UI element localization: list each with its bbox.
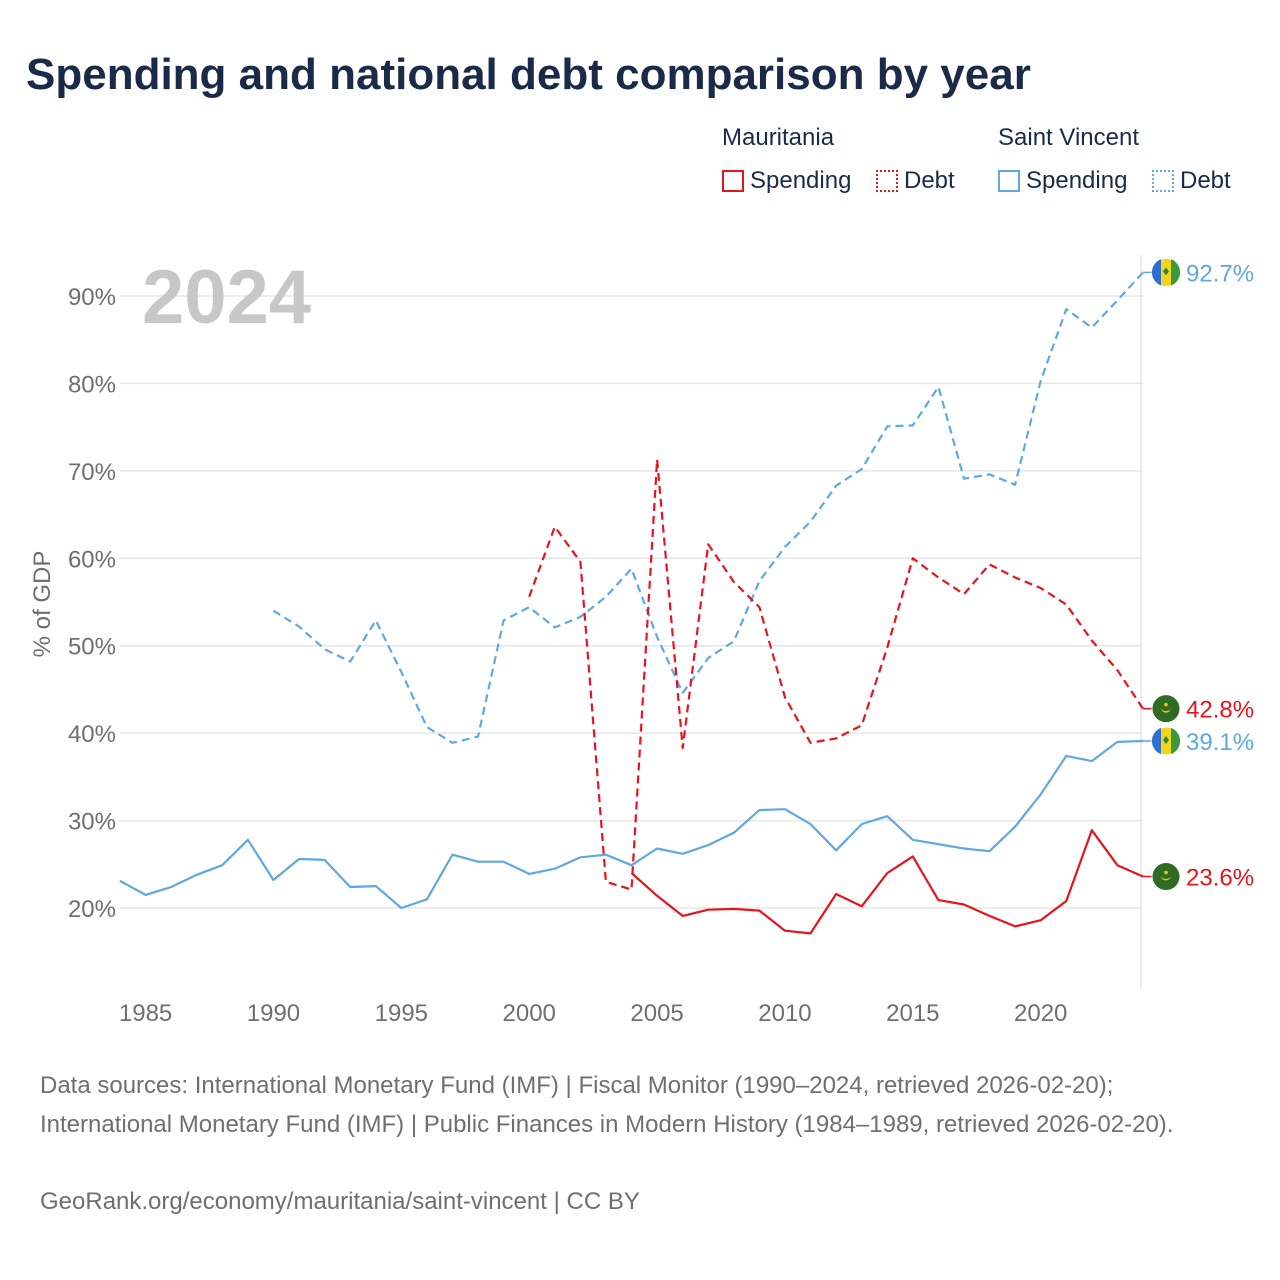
legend-swatch-solid-icon [998,170,1020,192]
series-line-saint-vincent-debt [272,271,1144,744]
y-tick-label: 60% [68,546,116,573]
legend-title-mauritania: Mauritania [722,124,835,151]
x-tick-label: 1995 [375,1000,428,1027]
flag-blue-band [1151,259,1161,286]
end-value-label: 23.6% [1186,865,1254,892]
flag-crescent [1161,875,1171,881]
series-line-mauritania-spending [630,829,1144,935]
chart-title: Spending and national debt comparison by… [26,50,1031,99]
legend-item-saint-vincent-debt[interactable]: Debt [1152,166,1231,196]
flag-green-band [1171,727,1181,755]
data-sources-note: Data sources: International Monetary Fun… [40,1072,1174,1138]
legend-swatch-solid-icon [722,170,744,192]
legend-label: Spending [1026,167,1128,194]
legend-label: Debt [904,167,955,194]
end-value-label: 39.1% [1186,729,1254,756]
y-tick-label: 70% [68,459,116,486]
legend-label: Spending [750,167,852,194]
y-tick-label: 90% [68,284,116,311]
legend-item-mauritania-spending[interactable]: Spending [722,166,851,196]
legend-label: Debt [1180,167,1231,194]
y-tick-label: 20% [68,896,116,923]
attribution-link[interactable]: GeoRank.org/economy/mauritania/saint-vin… [40,1188,640,1215]
legend-swatch-dotted-icon [1152,170,1174,192]
x-tick-label: 2010 [758,1000,811,1027]
x-tick-label: 2000 [503,1000,556,1027]
flag-diamond [1163,267,1169,276]
legend-item-mauritania-debt[interactable]: Debt [876,166,955,196]
flag-crescent [1161,707,1171,713]
flag-star [1164,870,1168,875]
end-value-label: 42.8% [1186,697,1254,724]
x-tick-label: 2015 [886,1000,939,1027]
y-tick-label: 30% [68,809,116,836]
series-line-mauritania-debt [528,458,1144,891]
mauritania-flag-icon [1151,862,1181,892]
flag-star [1164,702,1168,707]
legend-swatch-dotted-icon [876,170,898,192]
flag-green-band [1171,259,1181,286]
flag-diamond [1163,736,1169,745]
end-value-label: 92.7% [1186,260,1254,287]
series-line-saint-vincent-spending [119,739,1144,910]
year-watermark: 2024 [142,255,311,340]
x-tick-label: 1990 [247,1000,300,1027]
mauritania-flag-icon [1151,694,1181,724]
y-axis-label: % of GDP [29,551,56,658]
x-tick-label: 1985 [119,1000,172,1027]
x-tick-label: 2005 [630,1000,683,1027]
legend-item-saint-vincent-spending[interactable]: Spending [998,166,1127,196]
legend-title-saint-vincent: Saint Vincent [998,124,1139,151]
y-tick-label: 50% [68,634,116,661]
flag-blue-band [1151,727,1161,755]
line-chart: 20% 30% 40% 50% 60% 70% 80% 90% 1985 1990 1995 2000… [29,255,1254,1027]
y-tick-label: 80% [68,371,116,398]
x-tick-label: 2020 [1014,1000,1067,1027]
y-tick-label: 40% [68,721,116,748]
